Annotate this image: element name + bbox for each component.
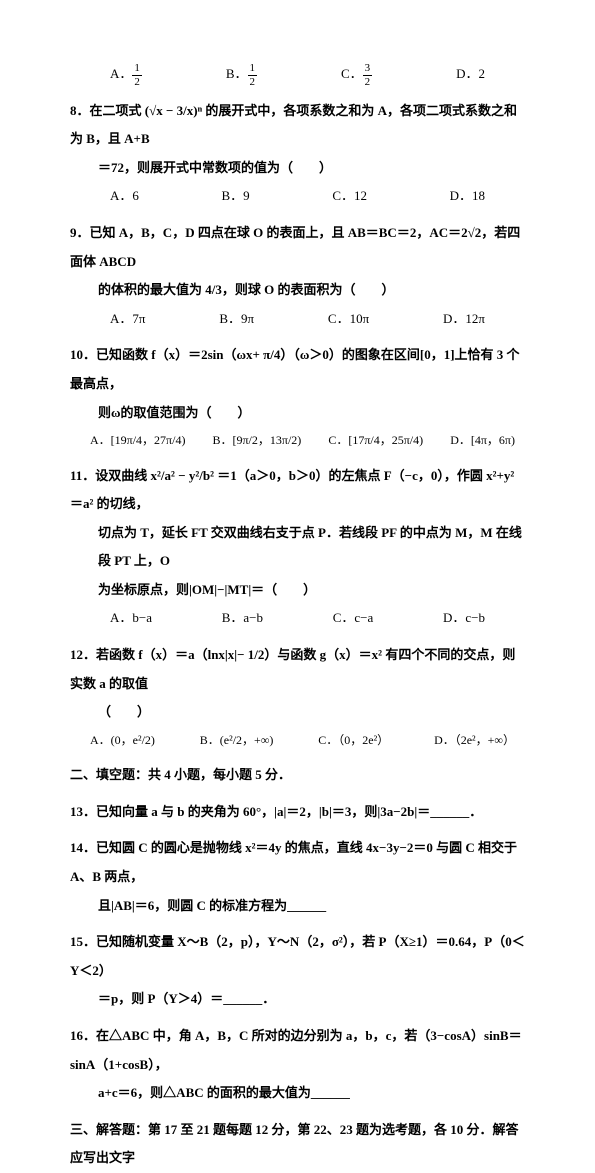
q15-line1: 15．已知随机变量 X～B（2，p），Y～N（2，σ²），若 P（X≥1）＝0.…	[70, 928, 525, 985]
q13: 13．已知向量 a 与 b 的夹角为 60°，|a|＝2，|b|＝3，则|3a−…	[70, 798, 525, 827]
opt-d: D．12π	[443, 305, 485, 334]
opt-a: A．(0，e²/2)	[90, 727, 155, 753]
opt-d: D．2	[456, 60, 485, 89]
q10-line2: 则ω的取值范围为（ ）	[70, 399, 525, 428]
opt-a: A．6	[110, 182, 139, 211]
q11-line3: 为坐标原点，则|OM|−|MT|＝（ ）	[70, 576, 525, 605]
q12-options: A．(0，e²/2) B．(e²/2，+∞) C．（0，2e²） D．（2e²，…	[70, 727, 525, 753]
q12-line1: 12．若函数 f（x）＝a（lnx|x|− 1/2）与函数 g（x）＝x² 有四…	[70, 641, 525, 698]
opt-c: C．12	[332, 182, 367, 211]
q8-line1: 8．在二项式 (√x − 3/x)ⁿ 的展开式中，各项系数之和为 A，各项二项式…	[70, 97, 525, 154]
opt-a: A．12	[110, 60, 142, 89]
opt-d: D．（2e²，+∞）	[434, 727, 515, 753]
opt-a: A．7π	[110, 305, 145, 334]
opt-b: B．9π	[219, 305, 254, 334]
q14: 14．已知圆 C 的圆心是抛物线 x²＝4y 的焦点，直线 4x−3y−2＝0 …	[70, 834, 525, 920]
opt-c: C．[17π/4，25π/4)	[328, 427, 423, 453]
q8-line2: ＝72，则展开式中常数项的值为（ ）	[70, 154, 525, 183]
opt-b: B．(e²/2，+∞)	[200, 727, 274, 753]
q8-options: A．6 B．9 C．12 D．18	[70, 182, 525, 211]
q11-line1: 11．设双曲线 x²/a² − y²/b² ＝1（a＞0，b＞0）的左焦点 F（…	[70, 462, 525, 519]
opt-a: A．b−a	[110, 604, 152, 633]
q16-line1: 16．在△ABC 中，角 A，B，C 所对的边分别为 a，b，c，若（3−cos…	[70, 1022, 525, 1079]
q9-line2: 的体积的最大值为 4/3，则球 O 的表面积为（ ）	[70, 276, 525, 305]
q7-options: A．12 B．12 C．32 D．2	[70, 60, 525, 89]
opt-a: A．[19π/4，27π/4)	[90, 427, 185, 453]
opt-b: B．a−b	[222, 604, 263, 633]
q9-options: A．7π B．9π C．10π D．12π	[70, 305, 525, 334]
q9: 9．已知 A，B，C，D 四点在球 O 的表面上，且 AB＝BC＝2，AC＝2√…	[70, 219, 525, 305]
q15-line2: ＝p，则 P（Y＞4）＝______．	[70, 985, 525, 1014]
q16-line2: a+c＝6，则△ABC 的面积的最大值为______	[70, 1079, 525, 1108]
opt-b: B．[9π/2，13π/2)	[213, 427, 302, 453]
q11-line2: 切点为 T，延长 FT 交双曲线右支于点 P．若线段 PF 的中点为 M，M 在…	[70, 519, 525, 576]
q11-options: A．b−a B．a−b C．c−a D．c−b	[70, 604, 525, 633]
opt-d: D．18	[450, 182, 485, 211]
q9-line1: 9．已知 A，B，C，D 四点在球 O 的表面上，且 AB＝BC＝2，AC＝2√…	[70, 219, 525, 276]
q10-line1: 10．已知函数 f（x）＝2sin（ωx+ π/4）（ω＞0）的图象在区间[0，…	[70, 341, 525, 398]
opt-d: D．[4π，6π)	[450, 427, 515, 453]
q11: 11．设双曲线 x²/a² − y²/b² ＝1（a＞0，b＞0）的左焦点 F（…	[70, 462, 525, 605]
opt-c: C．c−a	[333, 604, 374, 633]
section2-title: 二、填空题：共 4 小题，每小题 5 分．	[70, 761, 525, 790]
opt-c: C．10π	[328, 305, 369, 334]
q10: 10．已知函数 f（x）＝2sin（ωx+ π/4）（ω＞0）的图象在区间[0，…	[70, 341, 525, 427]
opt-d: D．c−b	[443, 604, 485, 633]
q8: 8．在二项式 (√x − 3/x)ⁿ 的展开式中，各项系数之和为 A，各项二项式…	[70, 97, 525, 183]
q14-line2: 且|AB|＝6，则圆 C 的标准方程为______	[70, 892, 525, 921]
q10-options: A．[19π/4，27π/4) B．[9π/2，13π/2) C．[17π/4，…	[70, 427, 525, 453]
opt-b: B．12	[226, 60, 257, 89]
q14-line1: 14．已知圆 C 的圆心是抛物线 x²＝4y 的焦点，直线 4x−3y−2＝0 …	[70, 834, 525, 891]
q16: 16．在△ABC 中，角 A，B，C 所对的边分别为 a，b，c，若（3−cos…	[70, 1022, 525, 1108]
opt-c: C．（0，2e²）	[318, 727, 389, 753]
q12: 12．若函数 f（x）＝a（lnx|x|− 1/2）与函数 g（x）＝x² 有四…	[70, 641, 525, 727]
section3-title: 三、解答题：第 17 至 21 题每题 12 分，第 22、23 题为选考题，各…	[70, 1116, 525, 1173]
opt-b: B．9	[222, 182, 250, 211]
q15: 15．已知随机变量 X～B（2，p），Y～N（2，σ²），若 P（X≥1）＝0.…	[70, 928, 525, 1014]
q12-line2: （ ）	[70, 698, 525, 727]
opt-c: C．32	[341, 60, 372, 89]
